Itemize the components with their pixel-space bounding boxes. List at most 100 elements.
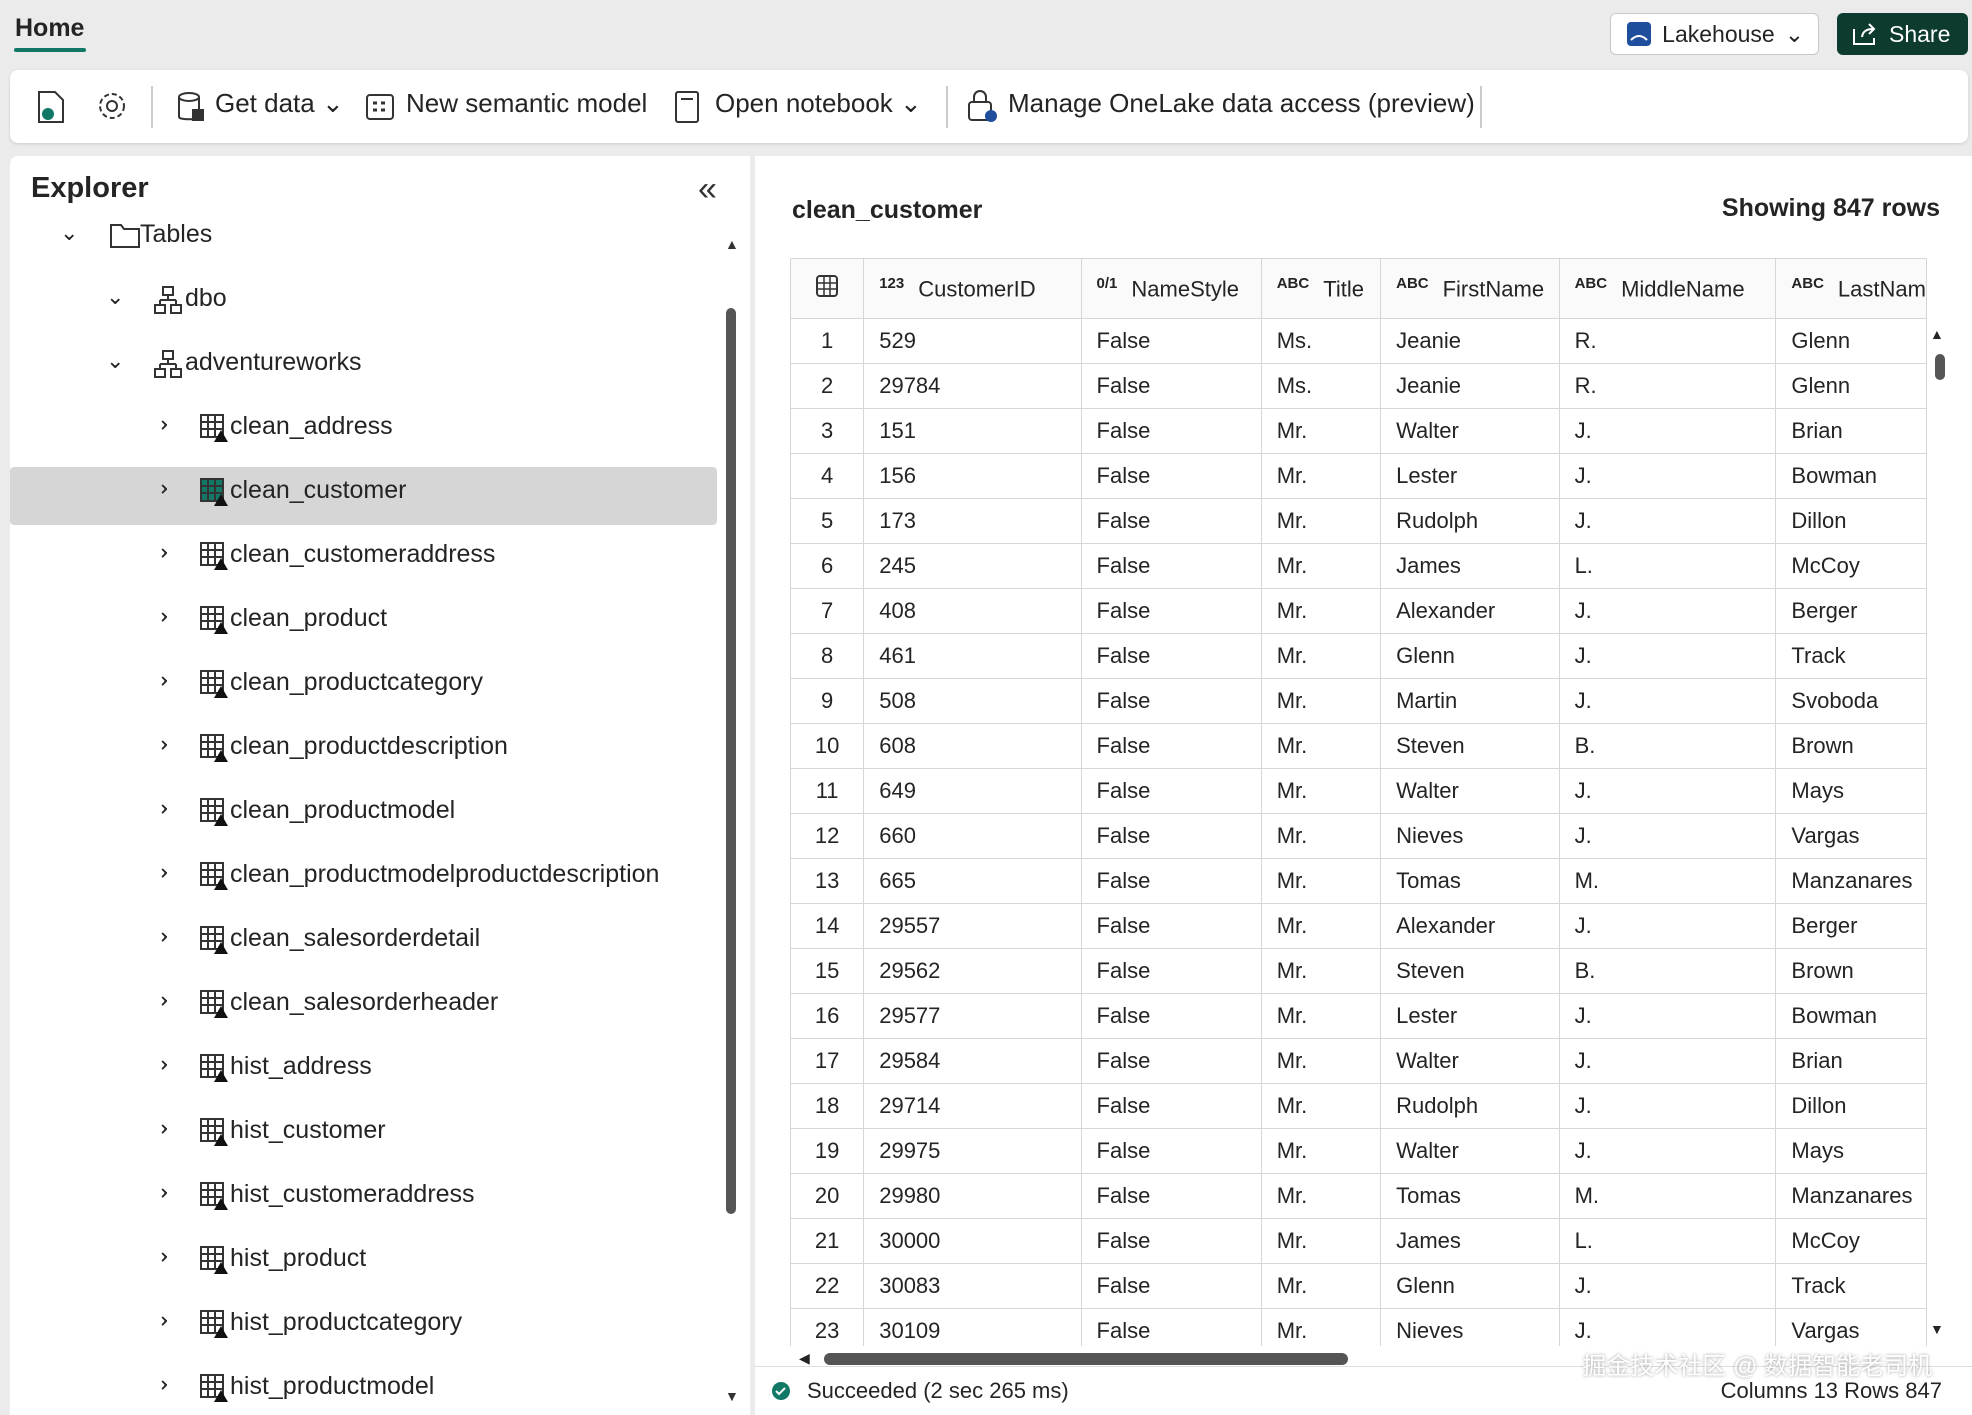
chevron[interactable]: ⌄ <box>147 671 173 691</box>
tree-item[interactable]: clean_customer <box>230 476 407 504</box>
cell: False <box>1080 678 1262 724</box>
tree-item[interactable]: clean_productmodel <box>230 796 456 824</box>
chevron[interactable]: ⌄ <box>147 1119 173 1139</box>
tree-item[interactable]: clean_productcategory <box>230 668 483 696</box>
chevron[interactable]: ⌄ <box>147 1183 173 1203</box>
cell: Manzanares <box>1775 858 1927 904</box>
column-header[interactable]: ABC LastNam <box>1775 258 1927 319</box>
cell: Mr. <box>1260 678 1382 724</box>
tree-item[interactable]: hist_product <box>230 1244 367 1272</box>
cell: False <box>1080 1218 1262 1264</box>
cell: J. <box>1558 453 1777 499</box>
schema-icon <box>153 349 183 384</box>
chevron[interactable]: ⌄ <box>60 220 79 245</box>
scroll-up[interactable]: ▲ <box>725 236 739 252</box>
cell: Vargas <box>1775 813 1927 859</box>
scroll-down[interactable]: ▼ <box>725 1388 739 1404</box>
data-row: 21 30000 False Mr. James L. McCoy <box>790 1218 1927 1264</box>
cell: False <box>1080 1083 1262 1129</box>
home-tab[interactable]: Home <box>15 14 85 42</box>
cell: False <box>1080 453 1262 499</box>
column-name: CustomerID <box>918 276 1036 302</box>
tree-item[interactable]: adventureworks <box>185 348 362 376</box>
manage-access[interactable]: Manage OneLake data access (preview) <box>1008 88 1475 118</box>
cell: 665 <box>863 858 1082 904</box>
data-grid: 123 CustomerID 0/1 NameStyle ABC Title ABC Firs… <box>790 258 1927 1346</box>
h-scroll-thumb[interactable] <box>824 1353 1348 1365</box>
open-notebook-label: Open notebook <box>715 88 893 118</box>
chevron[interactable]: ⌄ <box>147 543 173 563</box>
column-header[interactable]: 0/1 NameStyle <box>1080 258 1262 319</box>
scroll-left[interactable]: ◀ <box>799 1350 810 1366</box>
cell: False <box>1080 1263 1262 1309</box>
column-header[interactable]: ABC FirstName <box>1380 258 1560 319</box>
row-number: 23 <box>790 1308 865 1346</box>
chevron[interactable]: ⌄ <box>147 415 173 435</box>
chevron[interactable]: ⌄ <box>147 991 173 1011</box>
scroll-down[interactable]: ▼ <box>1930 1321 1944 1337</box>
tree-item[interactable]: hist_address <box>230 1052 372 1080</box>
new-icon[interactable] <box>36 90 66 124</box>
data-row: 6 245 False Mr. James L. McCoy <box>790 543 1927 589</box>
scroll-up[interactable]: ▲ <box>1930 326 1944 342</box>
cell: False <box>1080 768 1262 814</box>
column-name: Title <box>1323 276 1364 302</box>
column-header[interactable]: ABC MiddleName <box>1558 258 1777 319</box>
chevron[interactable]: ⌄ <box>147 1311 173 1331</box>
row-number: 6 <box>790 543 865 589</box>
lakehouse-button[interactable]: Lakehouse ⌄ <box>1610 13 1819 55</box>
chevron[interactable]: ⌄ <box>147 735 173 755</box>
tree-item[interactable]: Tables <box>140 220 213 248</box>
chevron[interactable]: ⌄ <box>147 479 173 499</box>
get-data[interactable]: Get data ⌄ <box>215 88 344 118</box>
chevron[interactable]: ⌄ <box>147 607 173 627</box>
tree-item[interactable]: clean_product <box>230 604 388 632</box>
cell: False <box>1080 543 1262 589</box>
tree-item[interactable]: clean_address <box>230 412 393 440</box>
open-notebook[interactable]: Open notebook ⌄ <box>715 88 922 118</box>
v-scroll-thumb[interactable] <box>1935 354 1945 380</box>
tree-item[interactable]: clean_productdescription <box>230 732 508 760</box>
tree-item[interactable]: dbo <box>185 284 227 312</box>
settings-icon[interactable] <box>96 90 128 122</box>
share-button[interactable]: Share <box>1837 13 1968 55</box>
collapse-button[interactable]: « <box>698 170 717 208</box>
cell: Mr. <box>1260 903 1382 949</box>
cell: Mays <box>1775 1128 1927 1174</box>
cell: Glenn <box>1380 1263 1560 1309</box>
tree-item[interactable]: hist_customeraddress <box>230 1180 475 1208</box>
tree-item[interactable]: hist_productmodel <box>230 1372 435 1400</box>
preview-panel: clean_customer Showing 847 rows 123 Custo… <box>755 156 1972 1415</box>
tree-item[interactable]: clean_customeraddress <box>230 540 496 568</box>
chevron[interactable]: ⌄ <box>147 1375 173 1395</box>
cell: Ms. <box>1260 318 1382 364</box>
chevron[interactable]: ⌄ <box>147 799 173 819</box>
chevron[interactable]: ⌄ <box>147 863 173 883</box>
data-row: 9 508 False Mr. Martin J. Svoboda <box>790 678 1927 724</box>
tree-item[interactable]: clean_salesorderdetail <box>230 924 481 952</box>
cell: False <box>1080 723 1262 769</box>
column-header[interactable]: 123 CustomerID <box>863 258 1082 319</box>
tree-item[interactable]: hist_productcategory <box>230 1308 463 1336</box>
cell: 29975 <box>863 1128 1082 1174</box>
new-semantic-model[interactable]: New semantic model <box>406 88 648 118</box>
chevron[interactable]: ⌄ <box>147 927 173 947</box>
tree-item[interactable]: clean_salesorderheader <box>230 988 499 1016</box>
cell: Berger <box>1775 903 1927 949</box>
chevron[interactable]: ⌄ <box>106 284 125 309</box>
scrollbar-thumb[interactable] <box>726 308 736 1214</box>
cell: 408 <box>863 588 1082 634</box>
cell: B. <box>1558 948 1777 994</box>
chevron[interactable]: ⌄ <box>106 348 125 373</box>
chevron: ⌄ <box>1784 20 1804 47</box>
cell: 529 <box>863 318 1082 364</box>
chevron[interactable]: ⌄ <box>147 1247 173 1267</box>
cell: Alexander <box>1380 903 1560 949</box>
tree-item[interactable]: hist_customer <box>230 1116 386 1144</box>
cell: Mr. <box>1260 408 1382 454</box>
column-header[interactable]: ABC Title <box>1260 258 1382 319</box>
chevron[interactable]: ⌄ <box>147 1055 173 1075</box>
cell: J. <box>1558 1038 1777 1084</box>
cell: Berger <box>1775 588 1927 634</box>
tree-item[interactable]: clean_productmodelproductdescription <box>230 860 660 888</box>
